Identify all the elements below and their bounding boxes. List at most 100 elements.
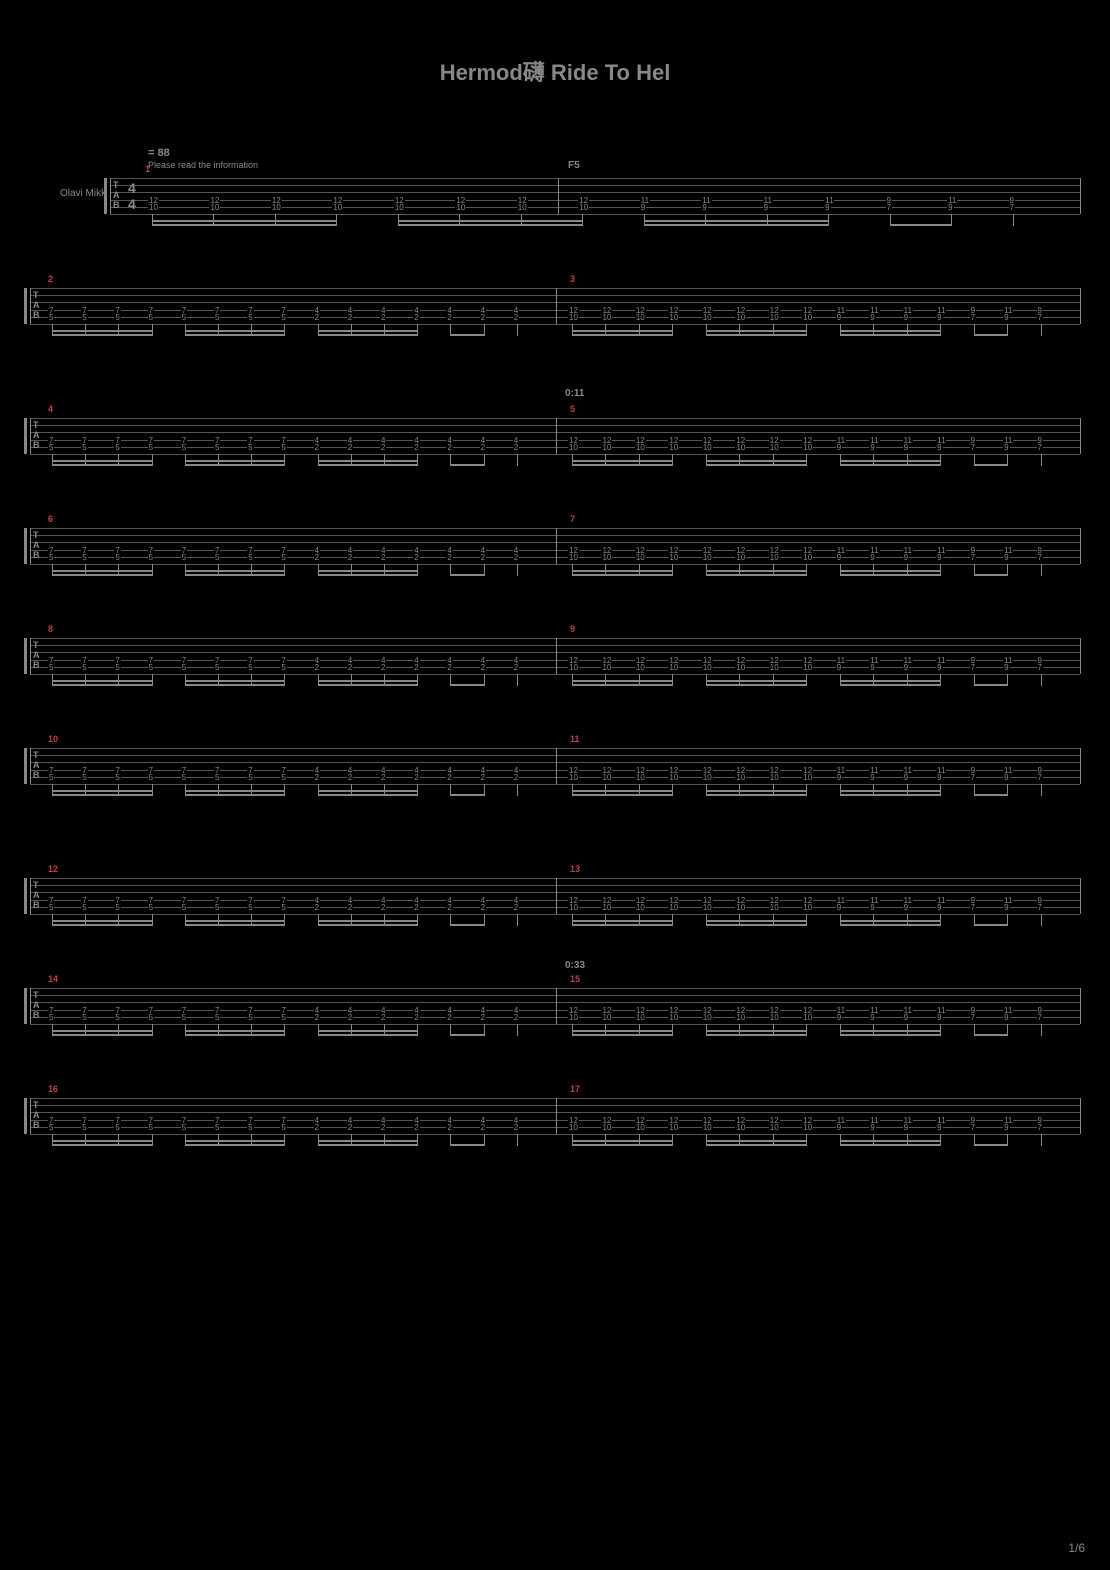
fret-number: 10: [668, 313, 679, 322]
fret-number: 9: [836, 903, 842, 912]
fret-number: 5: [214, 663, 220, 672]
tab-letter: B: [33, 900, 40, 910]
fret-number: 9: [1003, 443, 1009, 452]
fret-number: 5: [181, 663, 187, 672]
tab-letter: A: [33, 430, 40, 440]
measure-number: 15: [570, 974, 580, 984]
fret-number: 5: [148, 663, 154, 672]
fret-number: 5: [280, 553, 286, 562]
fret-number: 2: [446, 313, 452, 322]
fret-number: 9: [836, 1013, 842, 1022]
measure-number: 11: [570, 734, 580, 744]
fret-number: 10: [802, 1123, 813, 1132]
fret-number: 7: [970, 1013, 976, 1022]
fret-number: 5: [114, 1123, 120, 1132]
measure-number: 9: [570, 624, 575, 634]
fret-number: 10: [769, 773, 780, 782]
fret-number: 9: [936, 313, 942, 322]
fret-number: 10: [702, 553, 713, 562]
chord-label: F5: [568, 160, 580, 171]
fret-number: 9: [869, 1123, 875, 1132]
measure-number: 2: [48, 274, 53, 284]
fret-number: 5: [81, 1123, 87, 1132]
fret-number: 10: [568, 663, 579, 672]
measure-number: 12: [48, 864, 58, 874]
fret-number: 5: [247, 663, 253, 672]
fret-number: 2: [347, 553, 353, 562]
tab-letter: T: [33, 1100, 39, 1110]
fret-number: 9: [869, 443, 875, 452]
fret-number: 10: [668, 553, 679, 562]
fret-number: 2: [513, 313, 519, 322]
tab-letter: B: [33, 1120, 40, 1130]
fret-number: 10: [702, 773, 713, 782]
fret-number: 10: [702, 443, 713, 452]
measure-number: 4: [48, 404, 53, 414]
fret-number: 9: [1003, 773, 1009, 782]
fret-number: 10: [568, 313, 579, 322]
fret-number: 5: [48, 553, 54, 562]
fret-number: 10: [455, 203, 466, 212]
fret-number: 2: [446, 663, 452, 672]
fret-number: 2: [380, 443, 386, 452]
fret-number: 5: [48, 313, 54, 322]
fret-number: 10: [601, 313, 612, 322]
fret-number: 7: [1009, 203, 1015, 212]
fret-number: 5: [247, 773, 253, 782]
fret-number: 9: [869, 663, 875, 672]
measure-number: 16: [48, 1084, 58, 1094]
fret-number: 9: [936, 663, 942, 672]
fret-number: 9: [903, 313, 909, 322]
fret-number: 2: [480, 903, 486, 912]
fret-number: 2: [314, 443, 320, 452]
fret-number: 9: [1003, 1123, 1009, 1132]
fret-number: 5: [48, 1123, 54, 1132]
fret-number: 5: [280, 1123, 286, 1132]
fret-number: 5: [247, 1123, 253, 1132]
fret-number: 10: [735, 443, 746, 452]
fret-number: 7: [970, 1123, 976, 1132]
fret-number: 2: [480, 773, 486, 782]
fret-number: 10: [668, 443, 679, 452]
fret-number: 9: [903, 1123, 909, 1132]
fret-number: 5: [114, 663, 120, 672]
fret-number: 2: [380, 903, 386, 912]
fret-number: 10: [601, 1123, 612, 1132]
fret-number: 9: [869, 553, 875, 562]
tab-letter: A: [33, 890, 40, 900]
fret-number: 9: [936, 1013, 942, 1022]
fret-number: 5: [81, 313, 87, 322]
fret-number: 10: [735, 773, 746, 782]
fret-number: 2: [413, 663, 419, 672]
fret-number: 9: [836, 663, 842, 672]
fret-number: 5: [114, 903, 120, 912]
fret-number: 10: [668, 1013, 679, 1022]
fret-number: 5: [214, 1123, 220, 1132]
fret-number: 10: [568, 773, 579, 782]
fret-number: 10: [702, 663, 713, 672]
fret-number: 9: [936, 553, 942, 562]
fret-number: 2: [347, 1123, 353, 1132]
fret-number: 9: [869, 773, 875, 782]
fret-number: 2: [314, 1123, 320, 1132]
fret-number: 10: [668, 663, 679, 672]
song-title: Hermod礴 Ride To Hel: [0, 0, 1110, 87]
fret-number: 5: [280, 313, 286, 322]
tab-letter: T: [33, 530, 39, 540]
fret-number: 10: [769, 903, 780, 912]
fret-number: 7: [1037, 1123, 1043, 1132]
fret-number: 10: [769, 1013, 780, 1022]
fret-number: 2: [513, 663, 519, 672]
measure-number: 10: [48, 734, 58, 744]
fret-number: 5: [214, 773, 220, 782]
fret-number: 7: [970, 903, 976, 912]
tab-letter: B: [33, 660, 40, 670]
fret-number: 2: [314, 313, 320, 322]
measure-number: 1: [145, 164, 150, 174]
fret-number: 7: [970, 313, 976, 322]
fret-number: 9: [824, 203, 830, 212]
fret-number: 10: [702, 1013, 713, 1022]
fret-number: 10: [735, 313, 746, 322]
fret-number: 9: [869, 1013, 875, 1022]
fret-number: 10: [568, 553, 579, 562]
